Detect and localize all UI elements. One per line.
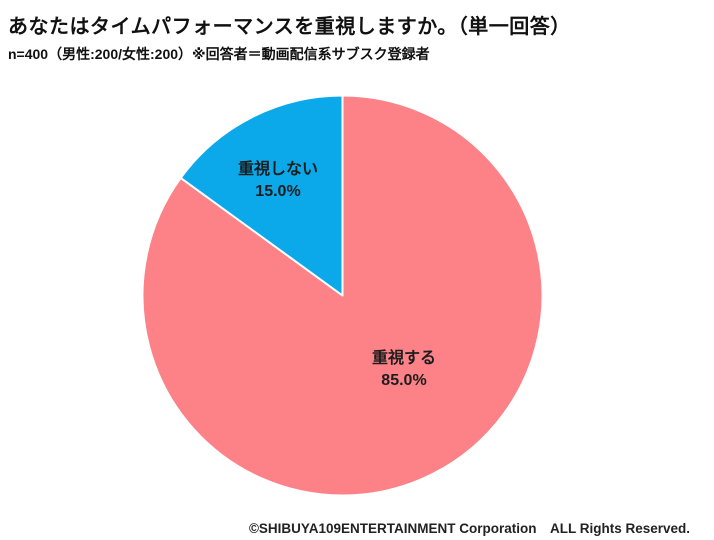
copyright-notice: ©SHIBUYA109ENTERTAINMENT Corporation ALL…: [248, 521, 690, 536]
pie-label-important: 重視する 85.0%: [372, 348, 436, 392]
pie-slice-not-important: [179, 94, 344, 297]
pie-label-not-important-percent: 15.0%: [255, 183, 301, 200]
pie-label-important-percent: 85.0%: [381, 372, 427, 389]
chart-subtitle: n=400（男性:200/女性:200）※回答者＝動画配信系サブスク登録者: [8, 46, 430, 62]
pie-label-not-important: 重視しない 15.0%: [238, 159, 318, 203]
pie-chart: [141, 94, 544, 497]
chart-title: あなたはタイムパフォーマンスを重視しますか。（単一回答）: [8, 16, 571, 38]
pie-label-important-text: 重視する: [371, 350, 437, 367]
pie-label-not-important-text: 重視しない: [237, 161, 319, 178]
